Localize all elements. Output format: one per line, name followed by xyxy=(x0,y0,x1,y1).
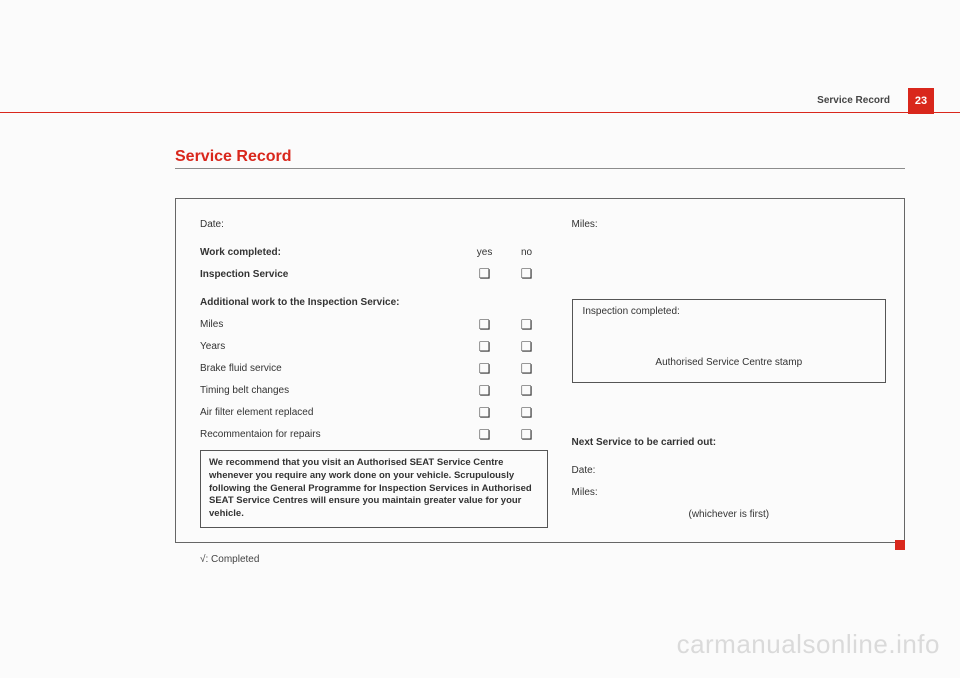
whichever-first: (whichever is first) xyxy=(688,509,769,520)
stamp-caption: Authorised Service Centre stamp xyxy=(655,357,802,368)
checkbox[interactable]: ❏ xyxy=(506,319,548,331)
page-title: Service Record xyxy=(175,148,292,166)
checkbox[interactable]: ❏ xyxy=(464,429,506,441)
next-service-header: Next Service to be carried out: xyxy=(572,437,886,448)
header-rule xyxy=(0,112,960,113)
checkbox[interactable]: ❏ xyxy=(464,385,506,397)
col-no: no xyxy=(506,247,548,258)
page-number-badge: 23 xyxy=(908,88,934,114)
checkbox[interactable]: ❏ xyxy=(506,363,548,375)
additional-work-header: Additional work to the Inspection Servic… xyxy=(200,297,548,308)
row-label: Air filter element replaced xyxy=(200,407,464,418)
recommendation-box: We recommend that you visit an Authorise… xyxy=(200,450,548,528)
checkbox[interactable]: ❏ xyxy=(464,319,506,331)
completed-legend: √: Completed xyxy=(200,554,259,565)
row-label: Brake fluid service xyxy=(200,363,464,374)
checkbox[interactable]: ❏ xyxy=(506,385,548,397)
header-section-label: Service Record xyxy=(817,95,890,106)
row-label: Years xyxy=(200,341,464,352)
left-column: Date: Work completed: yes no Inspection … xyxy=(200,213,566,528)
row-label: Recommentaion for repairs xyxy=(200,429,464,440)
right-column: Miles: Inspection completed: Authorised … xyxy=(566,213,886,528)
inspection-completed-label: Inspection completed: xyxy=(583,306,875,317)
stamp-box: Inspection completed: Authorised Service… xyxy=(572,299,886,383)
checkbox[interactable]: ❏ xyxy=(506,268,548,280)
checkbox[interactable]: ❏ xyxy=(506,407,548,419)
work-completed-label: Work completed: xyxy=(200,247,464,258)
row-label: Timing belt changes xyxy=(200,385,464,396)
col-yes: yes xyxy=(464,247,506,258)
next-miles-label: Miles: xyxy=(572,487,886,498)
title-rule xyxy=(175,168,905,169)
row-label: Miles xyxy=(200,319,464,330)
service-record-form: Date: Work completed: yes no Inspection … xyxy=(175,198,905,543)
checkbox[interactable]: ❏ xyxy=(464,268,506,280)
miles-label: Miles: xyxy=(572,219,886,230)
inspection-service-label: Inspection Service xyxy=(200,269,464,280)
next-date-label: Date: xyxy=(572,465,886,476)
checkbox[interactable]: ❏ xyxy=(464,363,506,375)
checkbox[interactable]: ❏ xyxy=(506,341,548,353)
date-label: Date: xyxy=(200,219,548,230)
checkbox[interactable]: ❏ xyxy=(464,341,506,353)
checkbox[interactable]: ❏ xyxy=(506,429,548,441)
corner-marker-icon xyxy=(895,540,905,550)
watermark: carmanualsonline.info xyxy=(677,629,940,660)
checkbox[interactable]: ❏ xyxy=(464,407,506,419)
